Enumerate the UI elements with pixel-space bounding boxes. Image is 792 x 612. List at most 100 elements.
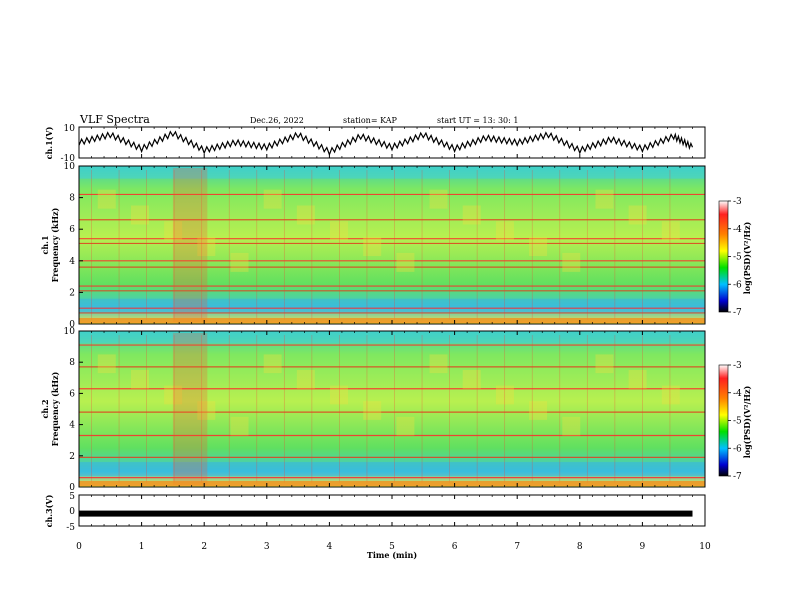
x-tick-label: 3 — [264, 542, 270, 552]
x-tick-label: 1 — [139, 542, 145, 552]
ch1-waveform-line — [78, 130, 694, 157]
colorbar-tick-label: -7 — [733, 308, 742, 318]
x-tick-label: 0 — [76, 542, 82, 552]
ch1-spectrogram-ylabel: Frequency (kHz) — [50, 207, 60, 282]
x-tick-label: 5 — [389, 542, 395, 552]
x-tick-label: 2 — [201, 542, 207, 552]
spectrogram-patch — [562, 252, 581, 272]
spectrogram-patch — [562, 416, 581, 436]
spectrogram-burst — [172, 333, 208, 485]
ch1-colorbar-label: log(PSD)(V²/Hz) — [742, 222, 752, 295]
spectrogram-patch — [296, 370, 315, 389]
x-tick-label: 6 — [452, 542, 458, 552]
ch2-spec-ytick-label: 0 — [69, 483, 75, 493]
ch3-ytick-mid: 0 — [69, 507, 75, 517]
colorbar-tick-label: -5 — [733, 417, 742, 427]
spectrogram-patch — [661, 221, 680, 241]
ch3-waveform-frame — [78, 494, 706, 527]
chart-title: VLF Spectra — [79, 113, 150, 126]
spectrogram-low-band — [79, 462, 705, 477]
spectrogram-patch — [263, 354, 282, 374]
ch1-colorbar-scale — [718, 200, 729, 313]
spectrogram-patch — [462, 370, 481, 389]
ch1-waveform-ylabel: ch.1(V) — [44, 126, 54, 159]
ch1-spec-ytick-label: 8 — [69, 194, 75, 204]
spectrogram-patch — [197, 401, 216, 420]
spectrogram-patch — [396, 416, 415, 436]
spectrogram-top-band — [79, 166, 705, 179]
spectrogram-patch — [230, 252, 249, 272]
colorbar-tick-label: -6 — [733, 280, 742, 290]
x-tick-label: 10 — [699, 542, 711, 552]
ch1-spec-ytick-label: 6 — [69, 225, 75, 235]
colorbar-tick-label: -7 — [733, 472, 742, 482]
spectrogram-patch — [595, 354, 614, 374]
spectrogram-patch — [97, 354, 116, 374]
spectrogram-patch — [330, 385, 349, 405]
ch1-ytick-top: 10 — [64, 124, 76, 134]
ch2-spec-ytick-label: 2 — [69, 452, 75, 462]
ch2-spectrogram — [78, 330, 706, 488]
spectrogram-patch — [661, 385, 680, 405]
colorbar-tick-label: -3 — [733, 197, 742, 207]
spectrogram-patch — [164, 385, 183, 405]
ch2-spectrogram-channel-label: ch.2 — [40, 399, 50, 418]
x-tick-label: 8 — [577, 542, 583, 552]
x-axis-label: Time (min) — [367, 550, 417, 560]
ch1-colorbar: -3 -4 -5 -6 -7 log(PSD)(V²/Hz) — [718, 197, 752, 318]
spectrogram-patch — [130, 370, 149, 389]
spectrogram-burst — [172, 168, 208, 322]
spectrogram-patch — [529, 237, 548, 257]
x-tick-label: 4 — [327, 542, 333, 552]
colorbar-tick-label: -5 — [733, 253, 742, 263]
ch1-spectrogram — [78, 165, 706, 325]
spectrogram-top-band — [79, 331, 705, 344]
ch3-ytick-top: 5 — [69, 492, 75, 502]
ch1-spec-ytick-label: 2 — [69, 288, 75, 298]
spectrogram-patch — [197, 237, 216, 257]
ch2-colorbar-label: log(PSD)(V²/Hz) — [742, 386, 752, 459]
ch1-spectrogram-background — [79, 166, 705, 324]
spectrogram-patch — [396, 252, 415, 272]
spectrogram-patch — [495, 221, 514, 241]
ch1-spec-ytick-label: 10 — [64, 162, 76, 172]
colorbar-tick-label: -4 — [733, 389, 742, 399]
ch1-spec-ytick-label: 0 — [69, 320, 75, 330]
spectrogram-patch — [429, 189, 448, 209]
ch1-spectrogram-channel-label: ch.1 — [40, 235, 50, 254]
ch2-spec-ytick-label: 10 — [64, 327, 76, 337]
x-tick-label: 9 — [640, 542, 646, 552]
spectrogram-patch — [363, 237, 382, 257]
station-label: station= KAP — [343, 116, 398, 125]
spectrogram-patch — [429, 354, 448, 374]
ch2-spec-ytick-label: 4 — [69, 421, 75, 431]
ch3-waveform-ylabel: ch.3(V) — [44, 494, 54, 527]
ch3-ytick-bottom: -5 — [66, 523, 75, 533]
spectrogram-patch — [97, 189, 116, 209]
spectrogram-patch — [330, 221, 349, 241]
spectrogram-patch — [628, 370, 647, 389]
spectrogram-low-band — [79, 298, 705, 313]
ch1-spec-ytick-label: 4 — [69, 257, 75, 267]
ch2-colorbar: -3 -4 -5 -6 -7 log(PSD)(V²/Hz) — [718, 361, 752, 482]
ch2-colorbar-scale — [718, 364, 729, 477]
ch2-spectrogram-ylabel: Frequency (kHz) — [50, 371, 60, 446]
spectrogram-patch — [164, 221, 183, 241]
ch2-spectrogram-background — [79, 331, 705, 487]
x-tick-label: 7 — [514, 542, 520, 552]
spectrogram-patch — [296, 205, 315, 225]
colorbar-tick-label: -3 — [733, 361, 742, 371]
spectrogram-patch — [462, 205, 481, 225]
ch3-waveform-line — [79, 510, 693, 517]
spectrogram-patch — [495, 385, 514, 405]
spectrogram-patch — [529, 401, 548, 420]
date-label: Dec.26, 2022 — [250, 116, 304, 125]
ch2-spec-ytick-label: 8 — [69, 358, 75, 368]
start-time-label: start UT = 13: 30: 1 — [437, 116, 518, 125]
spectrogram-patch — [263, 189, 282, 209]
colorbar-tick-label: -6 — [733, 444, 742, 454]
spectrogram-patch — [363, 401, 382, 420]
colorbar-tick-label: -4 — [733, 225, 742, 235]
spectrogram-patch — [628, 205, 647, 225]
